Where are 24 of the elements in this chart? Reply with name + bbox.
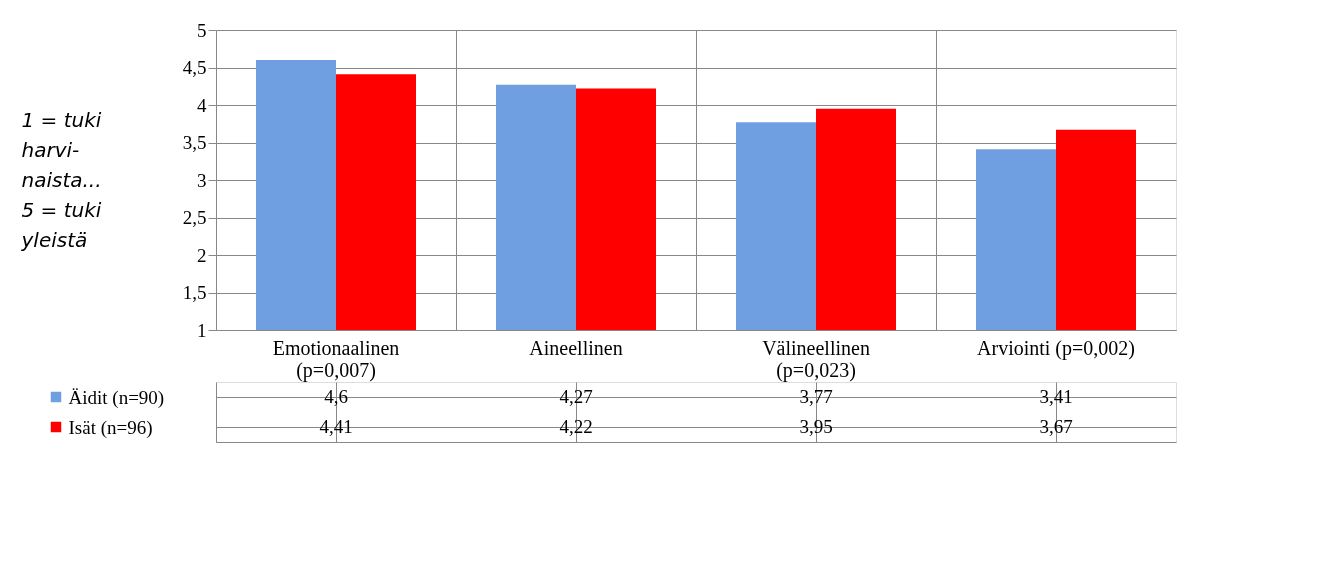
x-tick-label: Emotionaalinen (p=0,007) (272, 336, 400, 382)
y-tick-label: 3,5 (182, 132, 207, 153)
data-label: 3,95 (799, 416, 833, 437)
legend-label: Isät (n=96) (68, 416, 153, 439)
y-tick-label: 4 (197, 94, 207, 116)
y-tick-label: 3 (197, 169, 207, 191)
y-tick-label: 5 (197, 19, 207, 41)
data-label: 4,22 (559, 416, 593, 437)
x-tick-label: Arviointi (p=0,002) (977, 336, 1135, 360)
x-tick-label: Välineellinen (p=0,023) (762, 336, 870, 382)
y-tick-label: 4,5 (182, 57, 207, 78)
y-tick-label: 1,5 (182, 282, 207, 303)
data-label: 4,41 (319, 416, 353, 437)
y-tick-label: 2 (197, 244, 207, 266)
x-tick-label: Aineellinen (529, 336, 623, 359)
data-label: 3,77 (799, 386, 833, 407)
data-label: 4,6 (324, 386, 348, 407)
legend-label: Äidit (n=90) (68, 386, 165, 409)
data-label: 4,27 (559, 386, 593, 407)
y-tick-label: 1 (197, 319, 207, 341)
y-tick-label: 2,5 (182, 207, 207, 228)
y-axis-title: 1 = tuki harvi- naista... 5 = tuki yleistä (20, 107, 102, 252)
data-label: 3,41 (1039, 386, 1073, 407)
data-label: 3,67 (1039, 416, 1073, 437)
